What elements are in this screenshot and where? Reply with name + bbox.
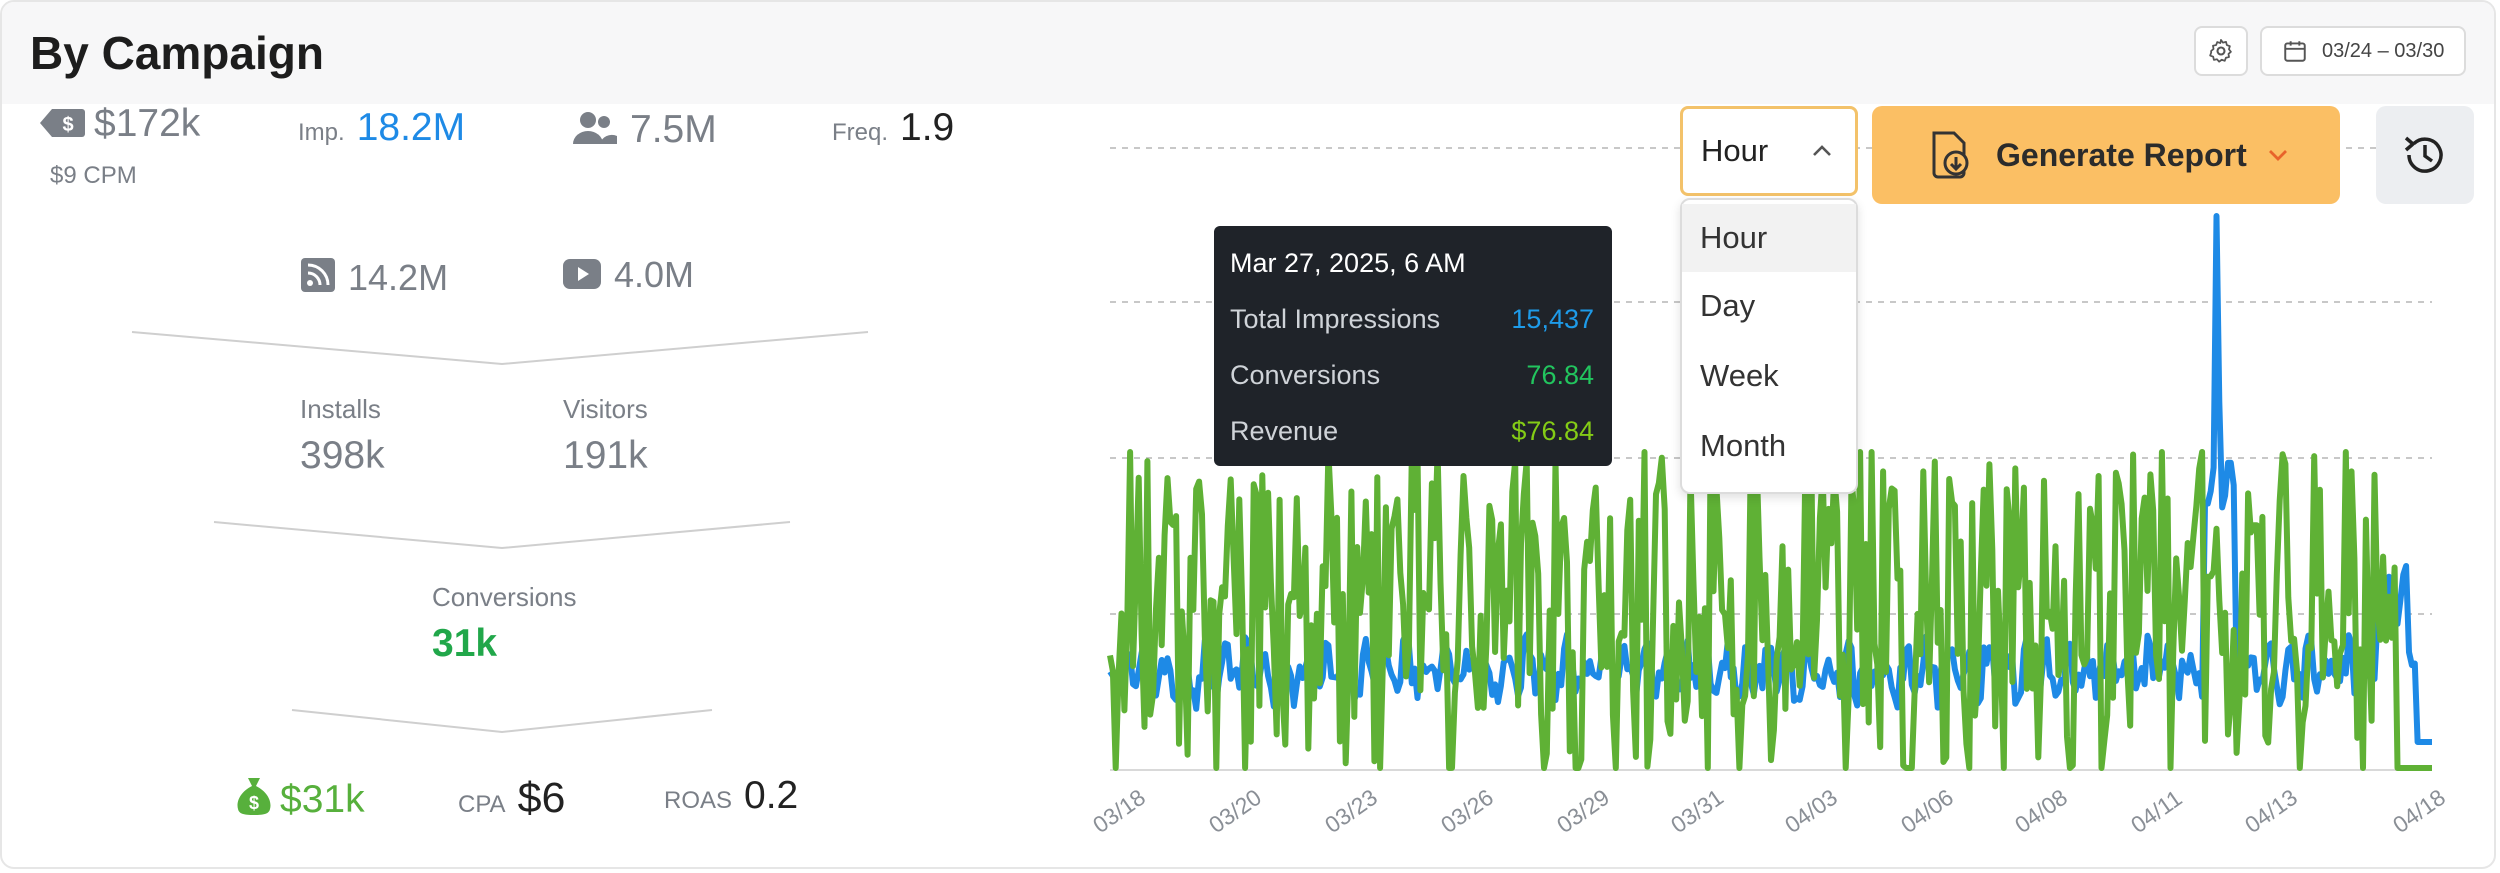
video-play-icon — [563, 259, 601, 289]
card-title: By Campaign — [30, 27, 324, 79]
x-tick-label: 03/18 — [1088, 784, 1150, 838]
conversions-value: 31k — [432, 622, 498, 665]
roas-value: 0.2 — [744, 774, 799, 817]
x-tick-label: 04/03 — [1780, 784, 1842, 838]
x-tick-label: 04/11 — [2126, 785, 2187, 838]
x-tick-label: 03/29 — [1552, 784, 1614, 838]
granularity-select[interactable]: Hour — [1680, 106, 1858, 196]
cpa-value: $6 — [517, 774, 566, 822]
tooltip-value: 15,437 — [1511, 304, 1594, 334]
series-line-conversions — [1107, 449, 2433, 771]
svg-text:$: $ — [62, 114, 73, 136]
rss-icon — [301, 258, 335, 292]
tooltip-label: Total Impressions — [1230, 304, 1441, 334]
cpa-stat: CPA $6 — [458, 774, 565, 823]
frequency-label: Freq. — [832, 119, 889, 146]
video-impressions-stat: 4.0M — [562, 254, 694, 296]
cpm-value: $9 CPM — [50, 162, 137, 189]
generate-report-button[interactable]: Generate Report — [1872, 106, 2340, 204]
tooltip-row-revenue: Revenue $76.84 — [1230, 416, 1594, 447]
revenue-value: $31k — [280, 778, 365, 821]
x-tick-label: 03/20 — [1204, 784, 1266, 838]
users-icon — [573, 112, 617, 144]
spend-value: $172k — [94, 102, 201, 145]
reach-value: 7.5M — [630, 108, 717, 151]
settings-button[interactable] — [2194, 26, 2248, 76]
visitors-label: Visitors — [563, 394, 648, 424]
tooltip-title: Mar 27, 2025, 6 AM — [1230, 248, 1466, 278]
chart-tooltip: Mar 27, 2025, 6 AM Total Impressions 15,… — [1214, 226, 1612, 466]
reach-stat: 7.5M — [570, 106, 717, 152]
gear-icon — [2209, 39, 2232, 63]
x-tick-label: 03/23 — [1320, 784, 1382, 838]
revenue-stat: $ $31k — [236, 772, 365, 822]
spend-stat: $ $172k — [38, 102, 200, 146]
x-tick-label: 04/13 — [2240, 784, 2302, 838]
tooltip-label: Revenue — [1230, 416, 1339, 446]
tooltip-row-conversions: Conversions 76.84 — [1230, 360, 1594, 391]
x-tick-label: 03/26 — [1436, 784, 1498, 838]
tooltip-value: 76.84 — [1526, 360, 1594, 390]
granularity-menu: Hour Day Week Month — [1680, 198, 1858, 494]
impressions-value: 18.2M — [356, 106, 466, 149]
video-impressions-value: 4.0M — [614, 254, 695, 295]
installs-label: Installs — [300, 394, 381, 424]
visitors-value: 191k — [563, 434, 648, 477]
chevron-up-icon — [1813, 145, 1831, 156]
series-line-impressions — [1107, 213, 2433, 745]
money-bag-icon: $ — [237, 778, 271, 815]
granularity-selected: Hour — [1701, 133, 1769, 168]
tooltip-row-impressions: Total Impressions 15,437 — [1230, 304, 1594, 335]
card-header: By Campaign 03/24 – 03/30 — [2, 2, 2494, 104]
x-tick-label: 03/31 — [1666, 784, 1728, 838]
impressions-label: Imp. — [298, 119, 345, 146]
history-button[interactable] — [2376, 106, 2474, 204]
conversions-label: Conversions — [432, 582, 577, 612]
menu-option-hour[interactable]: Hour — [1682, 204, 1856, 272]
tooltip-value: $76.84 — [1511, 416, 1594, 446]
roas-label: ROAS — [664, 787, 733, 814]
money-tag-icon: $ — [40, 109, 85, 137]
tooltip-label: Conversions — [1230, 360, 1381, 390]
chevron-down-icon — [2268, 150, 2287, 161]
cpa-label: CPA — [458, 791, 506, 818]
date-range-text: 03/24 – 03/30 — [2322, 39, 2445, 62]
menu-option-month[interactable]: Month — [1700, 428, 1787, 463]
menu-option-day[interactable]: Day — [1700, 288, 1756, 323]
display-impressions-value: 14.2M — [348, 257, 449, 298]
generate-report-label: Generate Report — [1996, 136, 2247, 173]
x-tick-label: 04/06 — [1896, 784, 1958, 838]
frequency-stat: Freq. 1.9 — [832, 106, 954, 150]
x-tick-label: 04/08 — [2010, 784, 2072, 838]
history-icon — [2404, 136, 2443, 173]
funnel-dividers — [131, 331, 869, 734]
frequency-value: 1.9 — [900, 106, 955, 149]
installs-value: 398k — [300, 434, 385, 477]
impressions-stat: Imp. 18.2M — [298, 106, 465, 150]
menu-option-week[interactable]: Week — [1700, 358, 1779, 393]
calendar-icon — [2284, 41, 2306, 62]
x-tick-label: 04/18 — [2388, 784, 2450, 838]
date-range-button[interactable]: 03/24 – 03/30 — [2260, 26, 2466, 76]
display-impressions-stat: 14.2M — [300, 254, 448, 299]
roas-stat: ROAS 0.2 — [664, 774, 798, 818]
report-download-icon — [1932, 131, 1969, 179]
svg-text:$: $ — [249, 793, 259, 813]
